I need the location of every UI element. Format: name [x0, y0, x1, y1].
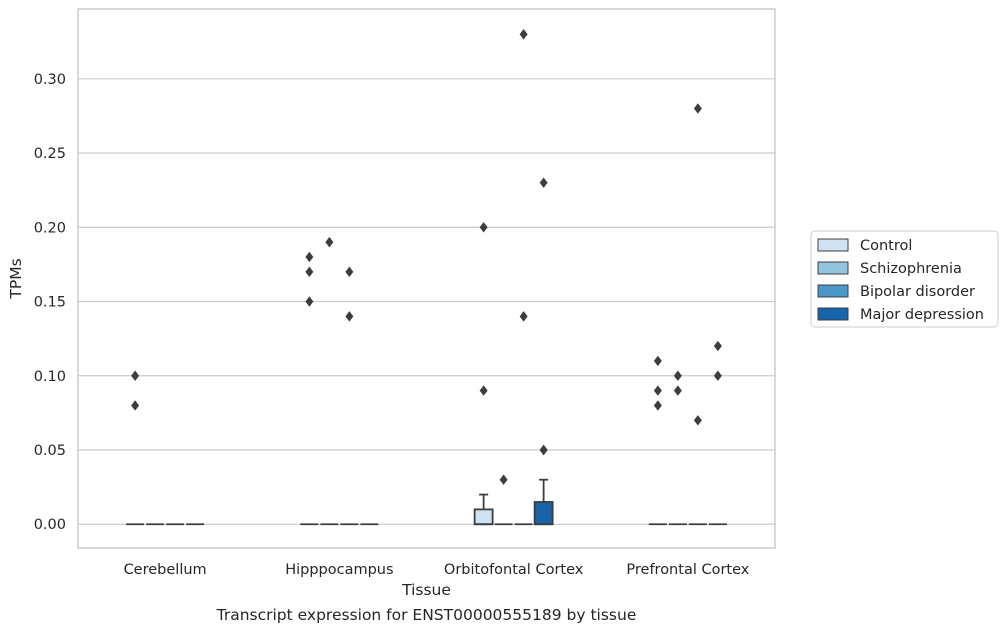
x-axis-label: Tissue — [401, 581, 451, 599]
outlier-point — [131, 400, 140, 411]
y-tick-labels: 0.00 0.05 0.10 0.15 0.20 0.25 0.30 — [34, 72, 66, 533]
legend-swatch — [817, 238, 849, 252]
x-tick-label: Hipppocampus — [285, 562, 393, 578]
legend-swatch — [817, 307, 849, 321]
legend-label: Bipolar disorder — [860, 284, 975, 300]
x-tick-label: Prefrontal Cortex — [626, 562, 749, 578]
outlier-point — [693, 415, 702, 426]
y-tick-label: 0.05 — [34, 443, 66, 459]
x-tick-label: Orbitofontal Cortex — [444, 562, 584, 578]
outlier-point — [673, 370, 682, 381]
outlier-point — [325, 236, 334, 248]
y-tick-label: 0.00 — [34, 517, 66, 533]
box-2-3 — [533, 478, 554, 526]
outlier-point — [305, 251, 314, 263]
boxes — [126, 478, 727, 526]
outlier-point — [479, 222, 488, 233]
outlier-point — [713, 340, 722, 352]
legend-swatch — [817, 284, 849, 298]
legend: Control Schizophrenia Bipolar disorder Majo… — [810, 230, 999, 328]
y-axis-label: TPMs — [7, 258, 25, 299]
legend-label: Control — [860, 238, 912, 254]
y-tick-label: 0.25 — [34, 146, 66, 162]
outlier-point — [479, 385, 488, 396]
outlier-point — [653, 385, 662, 396]
box-2-0 — [473, 493, 494, 526]
outlier-point — [131, 370, 140, 381]
outlier-point — [345, 266, 354, 278]
outlier-point — [305, 266, 314, 278]
outlier-point — [673, 385, 682, 396]
box-body — [473, 508, 494, 526]
y-tick-label: 0.10 — [34, 369, 66, 385]
y-tick-label: 0.30 — [34, 72, 66, 88]
outlier-point — [519, 29, 528, 40]
outlier-point — [713, 370, 722, 381]
legend-label: Major depression — [860, 307, 984, 323]
outlier-point — [539, 177, 548, 188]
legend-swatch — [817, 261, 849, 275]
y-tick-label: 0.20 — [34, 220, 66, 236]
legend-label: Schizophrenia — [860, 261, 962, 277]
x-tick-label: Cerebellum — [124, 562, 207, 578]
legend-frame — [810, 230, 999, 328]
outlier-point — [519, 311, 528, 322]
x-tick-labels: Cerebellum Hipppocampus Orbitofontal Corte… — [124, 562, 750, 578]
y-tick-label: 0.15 — [34, 295, 66, 311]
outlier-point — [693, 103, 702, 114]
chart-caption: Transcript expression for ENST0000055518… — [216, 606, 637, 624]
plot-area-frame — [77, 8, 776, 549]
outliers — [131, 29, 722, 485]
box-body — [533, 501, 554, 526]
outlier-point — [345, 311, 354, 322]
outlier-point — [653, 400, 662, 411]
gridlines — [78, 78, 775, 525]
outlier-point — [305, 296, 314, 307]
outlier-point — [499, 474, 508, 485]
outlier-point — [539, 444, 548, 456]
outlier-point — [653, 355, 662, 367]
